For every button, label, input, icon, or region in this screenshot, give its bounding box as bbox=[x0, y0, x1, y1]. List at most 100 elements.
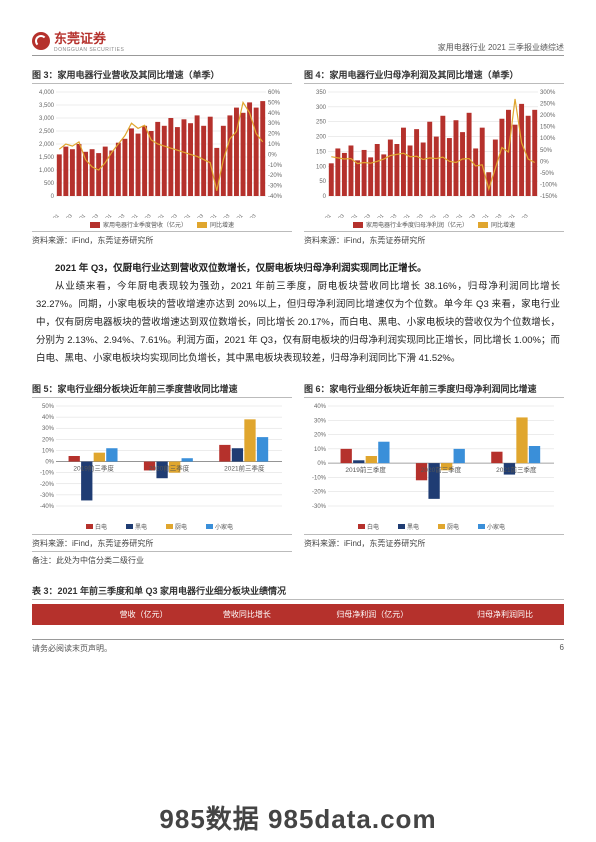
svg-text:-20%: -20% bbox=[40, 482, 55, 488]
svg-text:3,000: 3,000 bbox=[39, 116, 55, 122]
chart-4-legend: 家用电器行业季度归母净利润（亿元） 同比增速 bbox=[304, 220, 564, 229]
svg-text:1,500: 1,500 bbox=[39, 155, 55, 161]
svg-text:-150%: -150% bbox=[540, 194, 558, 200]
svg-text:-40%: -40% bbox=[268, 194, 283, 200]
svg-text:20%: 20% bbox=[42, 438, 55, 444]
svg-text:小家电: 小家电 bbox=[487, 523, 505, 531]
svg-text:-30%: -30% bbox=[40, 493, 55, 499]
svg-text:0%: 0% bbox=[45, 460, 54, 466]
chart-3-title: 图 3：家用电器行业营收及其同比增速（单季） bbox=[32, 68, 292, 84]
svg-text:2021前三季度: 2021前三季度 bbox=[224, 464, 265, 473]
svg-text:100: 100 bbox=[316, 164, 327, 170]
svg-text:300: 300 bbox=[316, 105, 327, 111]
svg-text:30%: 30% bbox=[268, 121, 281, 127]
logo: 东莞证券 DONGGUAN SECURITIES bbox=[32, 28, 124, 53]
svg-text:白电: 白电 bbox=[95, 523, 107, 531]
chart-6-title: 图 6：家电行业细分板块近年前三季度归母净利润同比增速 bbox=[304, 382, 564, 398]
logo-text: 东莞证券 bbox=[54, 28, 124, 47]
svg-text:200: 200 bbox=[316, 135, 327, 141]
legend-line-label: 同比增速 bbox=[210, 220, 234, 229]
chart-4: 图 4：家用电器行业归母净利润及其同比增速（单季） 05010015020025… bbox=[304, 68, 564, 246]
svg-text:500: 500 bbox=[44, 181, 55, 187]
chart-6: 图 6：家电行业细分板块近年前三季度归母净利润同比增速 -30% -20% -10%… bbox=[304, 382, 564, 566]
chart-3-legend: 家用电器行业季度营收（亿元） 同比增速 bbox=[32, 220, 292, 229]
footer: 请务必阅读末页声明。 6 bbox=[32, 639, 564, 654]
svg-text:-10%: -10% bbox=[268, 163, 283, 169]
svg-text:3,500: 3,500 bbox=[39, 103, 55, 109]
chart-3: 图 3：家用电器行业营收及其同比增速（单季） 05001,0001,5002,0… bbox=[32, 68, 292, 246]
body-bold: 2021 年 Q3，仅厨电行业达到营收双位数增长，仅厨电板块归母净利润实现同比正… bbox=[36, 260, 560, 278]
svg-text:-50%: -50% bbox=[540, 171, 555, 177]
table-header-cell: 营收（亿元） bbox=[92, 604, 195, 625]
svg-text:1,000: 1,000 bbox=[39, 168, 55, 174]
body-paragraph: 2021 年 Q3，仅厨电行业达到营收双位数增长，仅厨电板块归母净利润实现同比正… bbox=[36, 260, 560, 368]
svg-text:2019前三季度: 2019前三季度 bbox=[73, 464, 114, 473]
chart-5-title: 图 5：家电行业细分板块近年前三季度营收同比增速 bbox=[32, 382, 292, 398]
legend-bar-label: 家用电器行业季度归母净利润（亿元） bbox=[366, 220, 468, 229]
svg-text:2021前三季度: 2021前三季度 bbox=[496, 465, 537, 474]
svg-text:300%: 300% bbox=[540, 90, 556, 96]
svg-text:-30%: -30% bbox=[312, 504, 327, 510]
svg-text:-20%: -20% bbox=[268, 173, 283, 179]
chart-6-svg: -30%-20%-10%0%10%20%30%40%2019前三季度2020前三… bbox=[304, 402, 560, 532]
chart-5-note: 备注：此处为中信分类二级行业 bbox=[32, 551, 292, 566]
table-header-cell: 归母净利润（亿元） bbox=[299, 604, 447, 625]
svg-text:-10%: -10% bbox=[40, 471, 55, 477]
table-header-cell: 营收同比增长 bbox=[195, 604, 298, 625]
svg-text:黑电: 黑电 bbox=[407, 523, 419, 531]
chart-5: 图 5：家电行业细分板块近年前三季度营收同比增速 -40%-30%-20%-10… bbox=[32, 382, 292, 566]
svg-text:黑电: 黑电 bbox=[135, 523, 147, 531]
svg-text:60%: 60% bbox=[268, 90, 281, 96]
legend-bar-label: 家用电器行业季度营收（亿元） bbox=[103, 220, 187, 229]
svg-text:50%: 50% bbox=[540, 148, 553, 154]
svg-text:2019前三季度: 2019前三季度 bbox=[345, 465, 386, 474]
svg-text:2,500: 2,500 bbox=[39, 129, 55, 135]
svg-text:0: 0 bbox=[323, 194, 327, 200]
svg-text:20%: 20% bbox=[314, 433, 327, 439]
table-header-cell bbox=[32, 604, 92, 625]
svg-text:2020前三季度: 2020前三季度 bbox=[149, 464, 190, 473]
header-context: 家用电器行业 2021 三季报业绩综述 bbox=[438, 42, 564, 53]
svg-text:-20%: -20% bbox=[312, 490, 327, 496]
chart-5-source: 资料来源：iFind，东莞证券研究所 bbox=[32, 534, 292, 549]
svg-text:2020前三季度: 2020前三季度 bbox=[421, 465, 462, 474]
svg-text:200%: 200% bbox=[540, 113, 556, 119]
svg-text:0%: 0% bbox=[540, 159, 549, 165]
svg-text:10%: 10% bbox=[314, 447, 327, 453]
svg-text:250%: 250% bbox=[540, 102, 556, 108]
svg-text:0%: 0% bbox=[317, 461, 326, 467]
svg-text:-100%: -100% bbox=[540, 182, 558, 188]
svg-text:2,000: 2,000 bbox=[39, 142, 55, 148]
svg-text:30%: 30% bbox=[42, 427, 55, 433]
svg-text:小家电: 小家电 bbox=[215, 523, 233, 531]
chart-4-title: 图 4：家用电器行业归母净利润及其同比增速（单季） bbox=[304, 68, 564, 84]
chart-5-svg: -40%-30%-20%-10%0%10%20%30%40%50%2019前三季… bbox=[32, 402, 288, 532]
svg-text:50%: 50% bbox=[42, 404, 55, 410]
svg-text:-30%: -30% bbox=[268, 184, 283, 190]
chart-4-svg: 050100150200250300350-150%-100%-50%0%50%… bbox=[304, 88, 560, 218]
table-header-cell: 归母净利润同比 bbox=[446, 604, 564, 625]
svg-text:2014Q1: 2014Q1 bbox=[44, 213, 61, 218]
svg-text:-10%: -10% bbox=[312, 476, 327, 482]
svg-text:2014Q1: 2014Q1 bbox=[316, 213, 333, 218]
table-3: 营收（亿元）营收同比增长归母净利润（亿元）归母净利润同比 bbox=[32, 604, 564, 625]
logo-subtext: DONGGUAN SECURITIES bbox=[54, 47, 124, 53]
chart-3-source: 资料来源：iFind，东莞证券研究所 bbox=[32, 231, 292, 246]
svg-text:40%: 40% bbox=[42, 415, 55, 421]
svg-text:10%: 10% bbox=[268, 142, 281, 148]
chart-4-source: 资料来源：iFind，东莞证券研究所 bbox=[304, 231, 564, 246]
svg-text:150: 150 bbox=[316, 149, 327, 155]
body-para: 从业绩来看，今年厨电表现较为强劲，2021 年前三季度，厨电板块营收同比增长 3… bbox=[36, 278, 560, 368]
watermark: 985数据 985data.com bbox=[159, 799, 436, 836]
svg-text:250: 250 bbox=[316, 120, 327, 126]
logo-icon bbox=[32, 32, 50, 50]
chart-3-svg: 05001,0001,5002,0002,5003,0003,5004,000-… bbox=[32, 88, 288, 218]
svg-text:10%: 10% bbox=[42, 449, 55, 455]
svg-text:100%: 100% bbox=[540, 136, 556, 142]
svg-text:0%: 0% bbox=[268, 152, 277, 158]
legend-line-label: 同比增速 bbox=[491, 220, 515, 229]
table-3-title: 表 3：2021 年前三季度和单 Q3 家用电器行业细分板块业绩情况 bbox=[32, 584, 564, 600]
svg-text:50%: 50% bbox=[268, 100, 281, 106]
page-header: 东莞证券 DONGGUAN SECURITIES 家用电器行业 2021 三季报… bbox=[32, 28, 564, 56]
chart-6-source: 资料来源：iFind，东莞证券研究所 bbox=[304, 534, 564, 549]
